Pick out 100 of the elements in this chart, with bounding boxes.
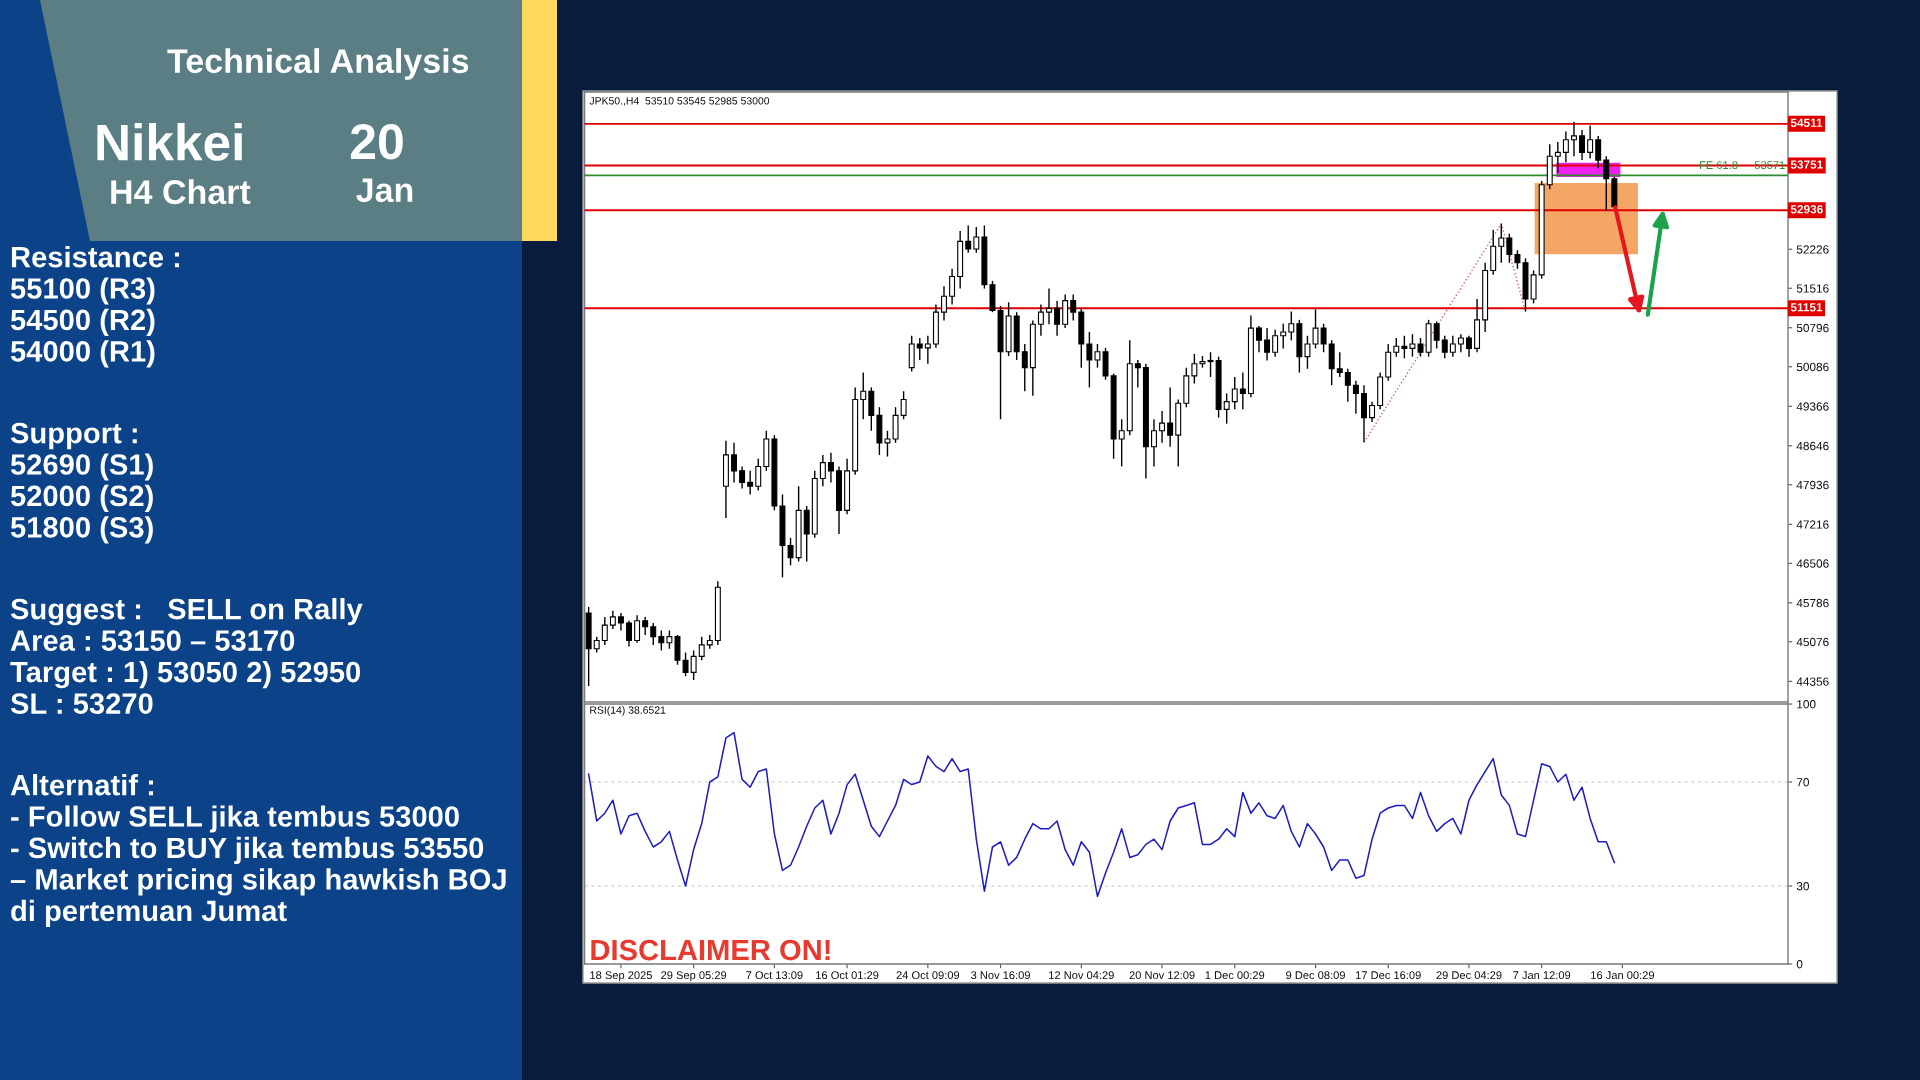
x-tick-label: 9 Dec 08:09 <box>1286 971 1345 980</box>
x-tick-label: 12 Nov 04:29 <box>1049 971 1114 980</box>
annotation: DISCLAIMER ON! <box>591 939 830 961</box>
chart-title: RSI(14) 38.6521 <box>590 706 666 716</box>
text: Alternatif : - Follow SELL jika tembus 53000 - Switch to BUY jika tembus 53550 – Market pricing sikap hawkish BOJ di pertemuan Jumat <box>10 774 506 927</box>
candlestick <box>1231 376 1238 411</box>
candlestick <box>1369 400 1376 423</box>
chart-title: JPK50.,H4 53510 53545 52985 53000 <box>589 97 770 106</box>
candlestick <box>650 622 657 646</box>
y-tick-label: 50086 <box>1796 362 1829 372</box>
candlestick <box>1272 329 1279 358</box>
y-tick-label: 100 <box>1797 700 1816 709</box>
candlestick <box>626 620 632 648</box>
candlestick <box>973 226 980 254</box>
candlestick <box>1498 223 1505 264</box>
line-series <box>587 731 1616 898</box>
candlestick <box>941 285 947 322</box>
candlestick <box>698 635 705 661</box>
x-tick-label: 29 Dec 04:29 <box>1436 971 1502 980</box>
candlestick <box>1595 135 1602 170</box>
candlestick <box>1046 287 1052 325</box>
candlestick <box>1449 335 1456 358</box>
candlestick <box>1288 310 1295 341</box>
candlestick <box>1579 129 1586 161</box>
candlestick <box>1320 323 1327 353</box>
x-tick-label: 7 Oct 13:09 <box>746 971 803 980</box>
y-tick-label: 47936 <box>1796 480 1829 490</box>
candlestick <box>908 335 915 373</box>
candlestick <box>1457 333 1464 353</box>
x-tick-label: 3 Nov 16:09 <box>971 971 1030 980</box>
candlestick <box>803 505 810 563</box>
candlestick <box>642 616 649 636</box>
candlestick <box>1070 293 1077 322</box>
text: 20 <box>350 124 403 160</box>
candlestick <box>634 614 641 644</box>
candlestick <box>1086 331 1093 389</box>
text: Resistance : 55100 (R3) 54500 (R2) 54000 (R1) <box>10 246 180 368</box>
x-tick-label: 16 Jan 00:29 <box>1591 971 1655 980</box>
candlestick <box>827 452 834 484</box>
annotation: 53571 <box>1754 161 1785 170</box>
candlestick <box>1433 320 1440 350</box>
candlestick <box>1603 155 1610 212</box>
y-tick-label: 30 <box>1796 882 1809 891</box>
candlestick <box>1441 335 1448 359</box>
candlestick <box>601 616 608 646</box>
y-tick-label: 47216 <box>1796 520 1829 529</box>
candlestick <box>690 649 697 681</box>
candlestick <box>1280 323 1287 350</box>
candlestick <box>1506 232 1513 264</box>
candlestick <box>1239 371 1246 411</box>
candlestick <box>739 465 746 490</box>
x-tick-label: 29 Sep 05:29 <box>661 971 727 982</box>
candlestick <box>1401 335 1408 359</box>
candlestick <box>1151 418 1157 468</box>
text: H4 Chart <box>111 179 251 205</box>
candlestick <box>949 268 956 306</box>
text: Suggest : SELL on Rally Area : 53150 – 53170 Target : 1) 53050 2) 52950 SL : 53270 <box>10 598 363 714</box>
y-tick-label: 51516 <box>1796 284 1829 293</box>
annotation: FE 61.8 <box>1700 161 1738 170</box>
x-tick-label: 1 Dec 00:29 <box>1205 971 1265 980</box>
candlestick <box>1191 353 1198 385</box>
ref-line-label: 51151 <box>1790 303 1823 312</box>
y-tick-label: 48646 <box>1796 441 1829 451</box>
candlestick <box>1336 351 1343 378</box>
candlestick <box>1554 141 1561 174</box>
candlestick <box>1134 359 1141 389</box>
y-tick-label: 45076 <box>1796 637 1829 647</box>
candlestick <box>1465 335 1472 358</box>
candlestick <box>1256 325 1262 353</box>
candlestick <box>747 470 754 496</box>
y-tick-label: 46506 <box>1796 559 1829 568</box>
text: Technical Analysis <box>167 48 469 80</box>
text: Support : 52690 (S1) 52000 (S2) 51800 (S3) <box>10 422 153 544</box>
line-series <box>1363 223 1527 443</box>
x-tick-label: 20 Nov 12:09 <box>1129 971 1195 980</box>
candlestick <box>1167 386 1174 448</box>
candlestick <box>900 390 907 420</box>
ref-line-label: 54511 <box>1790 118 1823 127</box>
y-tick-label: 70 <box>1796 778 1809 787</box>
candlestick <box>1587 124 1594 160</box>
candlestick <box>1037 303 1044 337</box>
candlestick <box>658 629 665 652</box>
candlestick <box>1352 380 1359 415</box>
y-tick-label: 52226 <box>1796 245 1829 254</box>
x-tick-label: 16 Oct 01:29 <box>816 971 879 980</box>
candlestick <box>1223 392 1230 425</box>
candlestick <box>1062 293 1069 329</box>
candlestick <box>916 337 923 361</box>
candlestick <box>1021 343 1028 392</box>
candlestick <box>1118 418 1125 468</box>
candlestick <box>731 442 737 484</box>
y-tick-label: 0 <box>1796 960 1803 969</box>
candlestick <box>1393 337 1400 358</box>
candlestick <box>819 454 826 487</box>
ref-line-label: 52936 <box>1790 205 1823 214</box>
x-tick-label: 18 Sep 2025 <box>590 971 652 982</box>
candlestick <box>609 610 616 630</box>
x-tick-label: 24 Oct 09:09 <box>896 971 960 980</box>
y-tick-label: 49366 <box>1796 402 1829 411</box>
candlestick <box>924 335 931 365</box>
